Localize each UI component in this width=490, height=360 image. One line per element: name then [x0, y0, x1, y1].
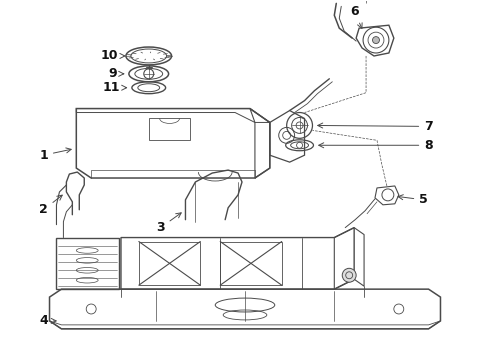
- Text: 10: 10: [100, 49, 125, 63]
- Text: 5: 5: [398, 193, 428, 206]
- Text: 1: 1: [39, 148, 71, 162]
- Text: 8: 8: [318, 139, 433, 152]
- Text: 2: 2: [39, 195, 62, 216]
- Text: 3: 3: [156, 213, 181, 234]
- Circle shape: [372, 37, 379, 44]
- Text: 6: 6: [350, 5, 362, 28]
- Text: 7: 7: [318, 120, 433, 133]
- Text: 9: 9: [109, 67, 123, 80]
- Text: 4: 4: [39, 314, 56, 327]
- Circle shape: [342, 268, 356, 282]
- Text: 11: 11: [102, 81, 126, 94]
